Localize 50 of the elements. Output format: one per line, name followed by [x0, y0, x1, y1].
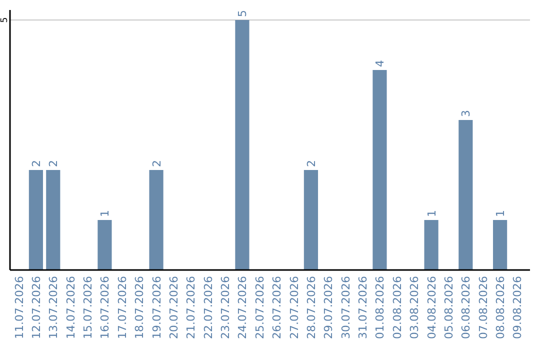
x-tick-label: 07.08.2026	[476, 276, 490, 339]
bar	[235, 20, 250, 270]
bar	[149, 170, 164, 270]
data-label: 2	[150, 160, 164, 167]
x-tick-label: 17.07.2026	[116, 276, 129, 339]
x-tick-label: 21.07.2026	[184, 276, 198, 339]
x-tick-label: 19.07.2026	[150, 276, 164, 339]
bar	[304, 170, 318, 270]
data-label: 1	[494, 210, 508, 217]
bar	[458, 120, 473, 270]
data-label: 1	[425, 210, 438, 217]
data-label: 4	[374, 60, 387, 67]
bar	[372, 70, 387, 270]
data-label: 2	[30, 160, 43, 167]
x-tick-label: 22.07.2026	[202, 276, 215, 339]
x-tick-label: 03.08.2026	[408, 276, 422, 339]
data-label: 3	[460, 110, 473, 117]
bar	[98, 220, 112, 270]
x-tick-label: 18.07.2026	[133, 276, 146, 339]
x-tick-label: 29.07.2026	[322, 276, 336, 339]
x-tick-label: 27.07.2026	[288, 276, 301, 339]
x-tick-label: 31.07.2026	[356, 276, 370, 339]
x-tick-label: 24.07.2026	[236, 276, 250, 339]
x-tick-label: 30.07.2026	[339, 276, 352, 339]
bar	[424, 220, 438, 270]
x-tick-label: 04.08.2026	[425, 276, 438, 339]
x-tick-label: 15.07.2026	[82, 276, 95, 339]
bar	[46, 170, 60, 270]
data-label: 5	[236, 10, 250, 17]
x-tick-label: 25.07.2026	[253, 276, 266, 339]
data-label: 1	[98, 210, 112, 217]
x-tick-label: 11.07.2026	[12, 276, 26, 339]
x-tick-label: 26.07.2026	[270, 276, 284, 339]
data-label: 2	[304, 160, 318, 167]
x-tick-label: 23.07.2026	[219, 276, 232, 339]
x-tick-label: 13.07.2026	[47, 276, 60, 339]
x-tick-label: 09.08.2026	[511, 276, 524, 339]
bar	[28, 170, 43, 270]
x-tick-label: 05.08.2026	[442, 276, 456, 339]
data-label: 2	[47, 160, 60, 167]
x-tick-label: 06.08.2026	[460, 276, 473, 339]
x-tick-label: 20.07.2026	[167, 276, 180, 339]
x-tick-label: 08.08.2026	[494, 276, 508, 339]
x-tick-label: 02.08.2026	[390, 276, 404, 339]
x-tick-label: 01.08.2026	[374, 276, 387, 339]
x-tick-label: 12.07.2026	[30, 276, 43, 339]
x-tick-label: 16.07.2026	[98, 276, 112, 339]
bar	[493, 220, 508, 270]
x-tick-label: 14.07.2026	[64, 276, 78, 339]
x-tick-label: 28.07.2026	[304, 276, 318, 339]
